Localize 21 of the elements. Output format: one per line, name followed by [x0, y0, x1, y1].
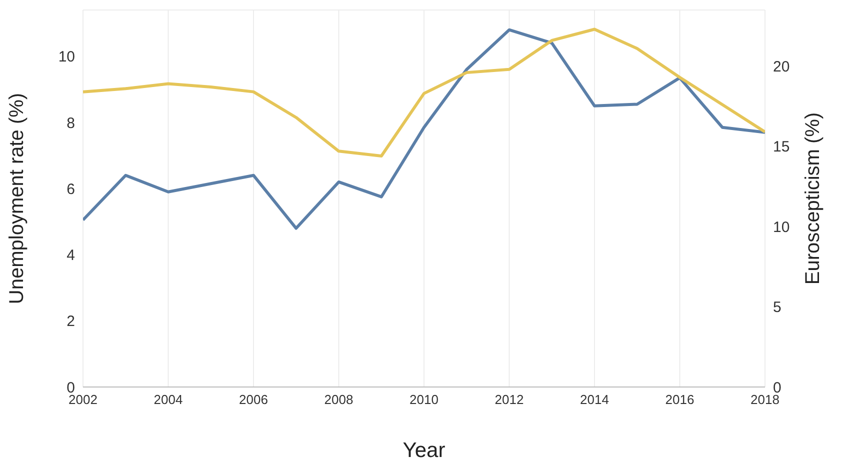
line-series [83, 28, 765, 230]
x-tick-label: 2012 [494, 392, 524, 408]
x-axis-title: Year [402, 439, 446, 459]
y2-tick-label: 20 [773, 58, 790, 76]
x-tick-label: 2010 [410, 392, 438, 408]
y2-axis-title: Euroscepticism (%) [802, 112, 824, 285]
y-tick-label: 8 [66, 114, 75, 132]
x-tick-label: 2004 [154, 392, 183, 408]
x-tick-label: 2016 [665, 392, 694, 408]
x-tick-label: 2014 [580, 392, 609, 408]
y-axis-title: Unemployment rate (%) [6, 92, 28, 304]
line-series [83, 28, 765, 158]
y-tick-label: 6 [66, 180, 75, 198]
x-tick-label: 2006 [239, 392, 268, 408]
y2-tick-label: 15 [773, 138, 790, 156]
y-tick-label: 10 [58, 48, 75, 66]
y-tick-label: 2 [66, 313, 75, 330]
y2-tick-label: 10 [773, 218, 790, 236]
y2-tick-label: 5 [773, 299, 782, 316]
y-tick-label: 4 [66, 247, 75, 264]
x-tick-label: 2008 [324, 392, 354, 408]
